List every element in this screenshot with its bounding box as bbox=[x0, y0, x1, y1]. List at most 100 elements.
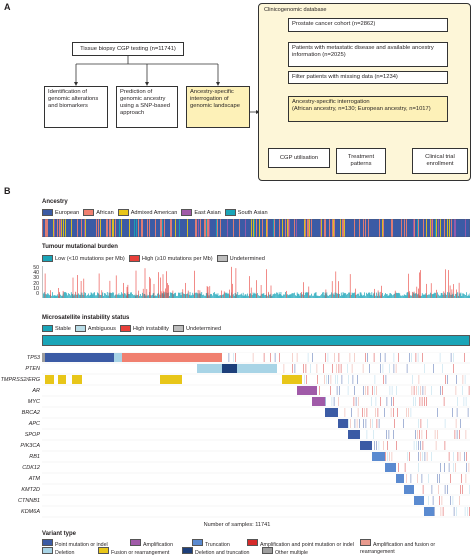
oncoprint-tick bbox=[398, 353, 399, 362]
tmb-bar bbox=[285, 292, 286, 298]
tmb-bar bbox=[417, 294, 419, 298]
panel-b-label: B bbox=[4, 186, 11, 196]
legend-swatch-msi-high bbox=[119, 325, 131, 332]
ancestry-stripe bbox=[340, 219, 341, 237]
oncoprint-tick bbox=[456, 507, 457, 516]
tmb-bar bbox=[210, 293, 212, 298]
oncoprint-tick bbox=[412, 375, 413, 384]
ancestry-stripe bbox=[321, 219, 322, 237]
tmb-bar-high bbox=[50, 290, 51, 298]
tmb-bar bbox=[392, 295, 393, 298]
tmb-bar bbox=[347, 293, 348, 298]
tmb-bar bbox=[440, 293, 442, 298]
tmb-bar bbox=[114, 295, 115, 298]
tmb-bar bbox=[424, 294, 426, 298]
tmb-bar-high bbox=[448, 270, 449, 298]
oncoprint-block bbox=[297, 386, 317, 395]
tmb-bar-high bbox=[182, 289, 184, 298]
tmb-bar bbox=[287, 295, 289, 298]
ancestry-stripe bbox=[426, 219, 427, 237]
tmb-bar bbox=[306, 292, 308, 298]
variant-legend-item: Amplification bbox=[130, 539, 190, 549]
tmb-bar bbox=[401, 295, 402, 298]
tmb-bar bbox=[364, 292, 365, 298]
oncoprint-block bbox=[338, 419, 348, 428]
ancestry-stripe-bar bbox=[42, 219, 470, 237]
tmb-bar bbox=[390, 293, 392, 298]
tmb-bar-high bbox=[153, 283, 155, 298]
tmb-bar-high bbox=[380, 291, 382, 298]
variant-swatch bbox=[247, 539, 258, 546]
tmb-bar bbox=[379, 295, 381, 298]
oncoprint-tick bbox=[351, 364, 353, 373]
oncoprint-tick bbox=[453, 364, 454, 373]
oncoprint-block bbox=[348, 430, 360, 439]
tmb-bar bbox=[367, 294, 368, 298]
tmb-bar bbox=[337, 293, 338, 298]
tmb-bar-high bbox=[430, 283, 432, 298]
tmb-bar bbox=[422, 294, 424, 298]
tmb-bar bbox=[46, 294, 48, 298]
oncoprint-tick bbox=[341, 375, 343, 384]
tmb-bar bbox=[232, 294, 234, 298]
variant-legend-label: Fusion or rearrangement bbox=[111, 550, 170, 556]
tmb-bar bbox=[429, 294, 430, 298]
branch-box-ancestry-specific: Ancestry-specific interrogation of genom… bbox=[186, 86, 250, 128]
ancestry-stripe bbox=[164, 219, 165, 237]
oncoprint-tick bbox=[464, 452, 465, 461]
tmb-bar bbox=[428, 294, 429, 298]
tmb-bar bbox=[349, 292, 350, 298]
ancestry-stripe bbox=[217, 219, 218, 237]
tmb-bar bbox=[85, 292, 86, 298]
legend-swatch-african bbox=[83, 209, 95, 216]
tmb-bar bbox=[322, 292, 323, 298]
ancestry-stripe bbox=[294, 219, 295, 237]
oncoprint-tick bbox=[428, 474, 429, 483]
oncoprint-tick bbox=[279, 353, 280, 362]
ancestry-stripe bbox=[365, 219, 366, 237]
tmb-bar-high bbox=[451, 289, 453, 298]
legend-swatch-east-asian bbox=[181, 209, 193, 216]
tmb-bar bbox=[365, 295, 366, 298]
tmb-y-tick: 0 bbox=[36, 291, 39, 298]
ancestry-stripe bbox=[113, 219, 114, 237]
tmb-bar bbox=[103, 295, 104, 298]
ancestry-interrogation-title: Ancestry-specific interrogation bbox=[292, 99, 370, 105]
tmb-bar bbox=[267, 295, 268, 298]
tmb-bar bbox=[310, 295, 311, 298]
oncoprint-tick bbox=[328, 375, 329, 384]
oncoprint-tick bbox=[410, 408, 412, 417]
ancestry-stripe bbox=[320, 219, 321, 237]
tmb-bar bbox=[131, 292, 132, 298]
tmb-bar-high bbox=[98, 273, 100, 298]
tmb-bar bbox=[407, 292, 409, 298]
tmb-bar bbox=[359, 292, 361, 298]
oncoprint-tick bbox=[418, 452, 419, 461]
tmb-bar bbox=[466, 292, 467, 298]
tmb-bar bbox=[112, 292, 113, 298]
tmb-bar-high bbox=[123, 282, 124, 298]
tmb-bar bbox=[183, 293, 185, 298]
oncoprint-tick bbox=[283, 364, 285, 373]
oncoprint-block bbox=[312, 397, 325, 406]
oncoprint-tick bbox=[338, 397, 339, 406]
legend-swatch-msi-stable bbox=[42, 325, 53, 332]
tmb-bar bbox=[462, 293, 464, 298]
oncoprint-block bbox=[114, 353, 122, 362]
tmb-bar bbox=[121, 292, 122, 298]
tmb-bar bbox=[178, 292, 179, 298]
oncoprint-tick bbox=[375, 408, 376, 417]
ancestry-stripe bbox=[423, 219, 424, 237]
oncoprint-tick bbox=[420, 419, 422, 428]
tmb-bar bbox=[383, 295, 384, 298]
variant-legend-label: Deletion bbox=[55, 550, 75, 556]
sample-count-label: Number of samples: 11741 bbox=[203, 522, 271, 528]
tmb-bar bbox=[393, 294, 394, 298]
tmb-bar bbox=[439, 295, 440, 298]
ancestry-stripe bbox=[81, 219, 82, 237]
oncoprint-tick bbox=[270, 353, 271, 362]
tmb-bar-high bbox=[335, 271, 337, 298]
oncoprint-tick bbox=[404, 463, 406, 472]
tmb-bar bbox=[414, 293, 416, 298]
tmb-bar bbox=[326, 292, 328, 298]
